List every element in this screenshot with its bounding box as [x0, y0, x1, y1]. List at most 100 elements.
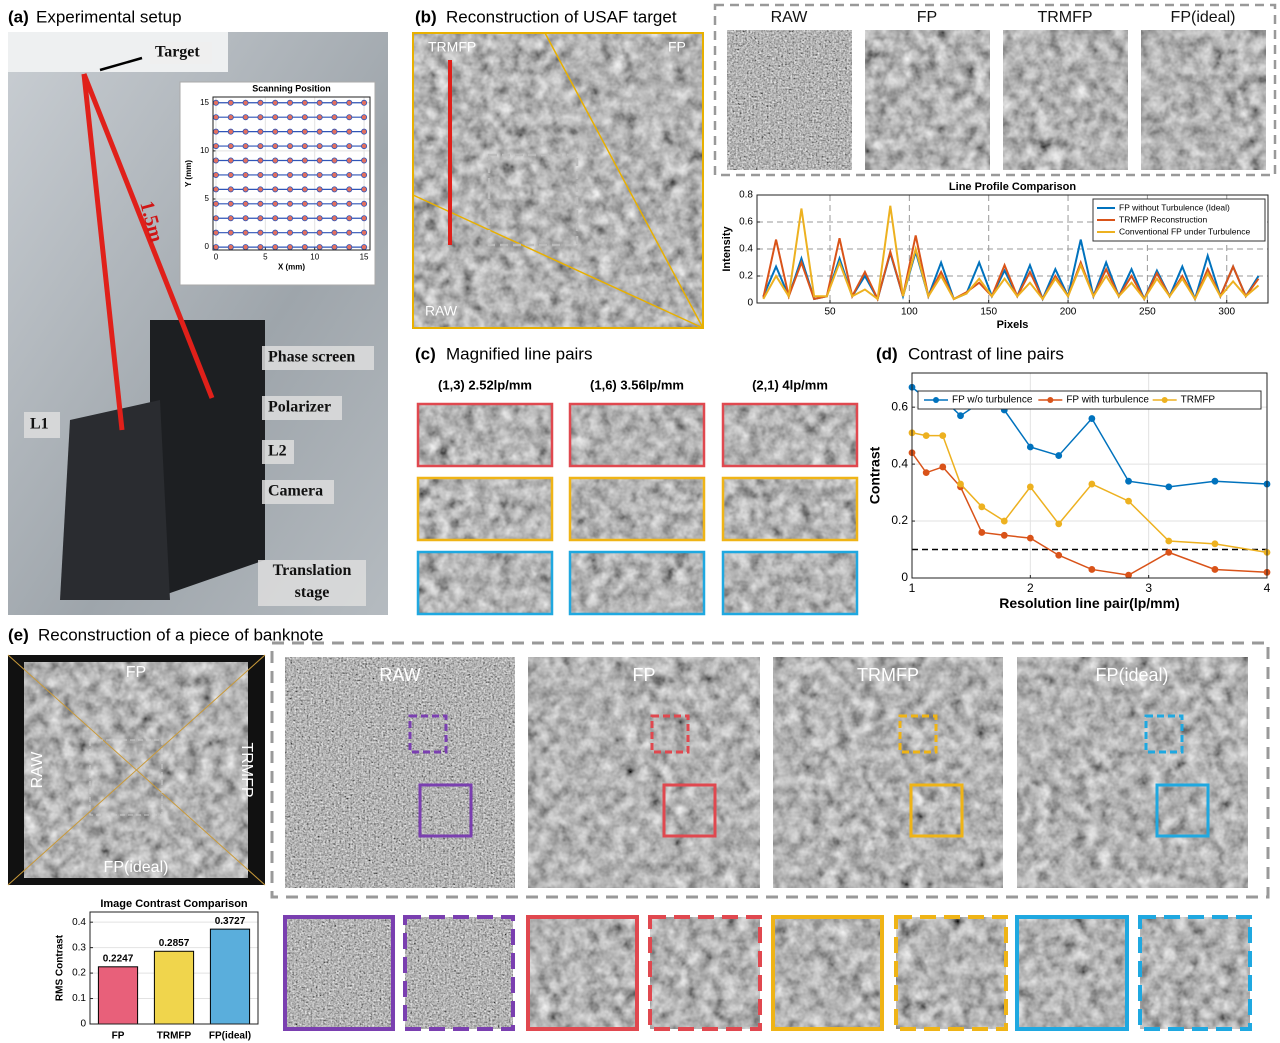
inset-label: TRMFP — [428, 39, 476, 55]
tile-image — [285, 657, 515, 888]
y-tick-label: 0.2 — [739, 271, 753, 282]
point — [258, 129, 263, 134]
point — [361, 172, 366, 177]
y-tick-label: 0 — [747, 298, 753, 309]
photo-label: Phase screen — [268, 349, 355, 366]
chart-title: Image Contrast Comparison — [100, 898, 248, 910]
point — [258, 245, 263, 250]
y-tick-label: 10 — [200, 146, 209, 155]
y-tick-label: 0.4 — [739, 244, 753, 255]
y-tick-label: 0.1 — [72, 993, 86, 1004]
panel-title: Experimental setup — [36, 7, 182, 26]
circle-label: FP(ideal) — [104, 859, 169, 876]
photo-label: Target — [155, 44, 200, 61]
bar — [98, 967, 137, 1024]
point — [361, 201, 366, 206]
crop — [418, 552, 552, 614]
x-tick-label: FP(ideal) — [209, 1031, 251, 1042]
point — [940, 464, 946, 470]
point — [361, 216, 366, 221]
point — [213, 201, 218, 206]
y-tick-label: 0 — [901, 570, 908, 584]
chart: 00.20.40.61234Resolution line pair(lp/mm… — [867, 373, 1271, 611]
y-tick-label: 0 — [80, 1019, 86, 1030]
lens-mount — [60, 400, 170, 600]
point — [1089, 566, 1095, 572]
point — [1212, 566, 1218, 572]
point — [287, 187, 292, 192]
point — [317, 201, 322, 206]
chart: 00.20.40.60.850100150200250300Line Profi… — [721, 181, 1268, 331]
legend-label: FP with turbulence — [1066, 395, 1149, 406]
point — [243, 100, 248, 105]
point — [1027, 444, 1033, 450]
crop — [418, 404, 552, 466]
point — [228, 216, 233, 221]
y-tick-label: 0.4 — [72, 917, 86, 928]
point — [273, 115, 278, 120]
point — [287, 129, 292, 134]
column-label: (1,3) 2.52lp/mm — [438, 377, 532, 392]
point — [302, 201, 307, 206]
legend-label: FP without Turbulence (Ideal) — [1119, 202, 1230, 212]
point — [228, 100, 233, 105]
point — [1126, 478, 1132, 484]
bar — [210, 929, 249, 1024]
point — [258, 143, 263, 148]
panel-label: (e) — [8, 625, 29, 644]
point — [347, 100, 352, 105]
x-tick-label: 2 — [1027, 581, 1034, 595]
x-tick-label: 150 — [980, 307, 997, 318]
point — [332, 230, 337, 235]
photo-label: Polarizer — [268, 399, 331, 416]
legend-label: TRMFP — [1181, 395, 1216, 406]
chart: 00.10.20.30.4Image Contrast ComparisonRM… — [55, 898, 258, 1042]
point — [243, 245, 248, 250]
point — [923, 433, 929, 439]
point — [332, 172, 337, 177]
x-tick-label: 4 — [1264, 581, 1271, 595]
point — [1027, 484, 1033, 490]
y-tick-label: 0.4 — [891, 456, 908, 470]
value-label: 0.2247 — [103, 953, 134, 964]
panel-title: Contrast of line pairs — [908, 344, 1064, 363]
point — [258, 158, 263, 163]
legend-marker — [1162, 397, 1168, 403]
y-axis-label: Intensity — [721, 226, 733, 272]
point — [228, 143, 233, 148]
y-tick-label: 15 — [200, 98, 209, 107]
point — [317, 172, 322, 177]
point — [347, 245, 352, 250]
point — [317, 187, 322, 192]
tile-label: FP — [632, 665, 655, 685]
point — [228, 129, 233, 134]
usaf-image — [413, 33, 703, 328]
point — [228, 172, 233, 177]
point — [317, 100, 322, 105]
point — [273, 172, 278, 177]
tile-label: RAW — [379, 665, 420, 685]
chart-title: Scanning Position — [252, 83, 331, 93]
point — [347, 172, 352, 177]
legend-label: FP w/o turbulence — [952, 395, 1033, 406]
legend-label: Conventional FP under Turbulence — [1119, 226, 1250, 236]
tile-image — [1003, 30, 1128, 170]
label-box: Translation stage — [258, 560, 366, 608]
photo-label: Translation stage — [258, 560, 366, 604]
y-tick-label: 0.2 — [891, 513, 908, 527]
point — [361, 129, 366, 134]
point — [258, 230, 263, 235]
point — [273, 187, 278, 192]
y-axis-label: Contrast — [867, 446, 883, 504]
point — [1212, 541, 1218, 547]
tile-image — [528, 657, 760, 888]
point — [332, 187, 337, 192]
point — [302, 230, 307, 235]
point — [302, 115, 307, 120]
point — [287, 216, 292, 221]
point — [332, 115, 337, 120]
bar — [154, 951, 193, 1024]
crop — [285, 917, 393, 1029]
tile-image — [865, 30, 990, 170]
point — [287, 201, 292, 206]
